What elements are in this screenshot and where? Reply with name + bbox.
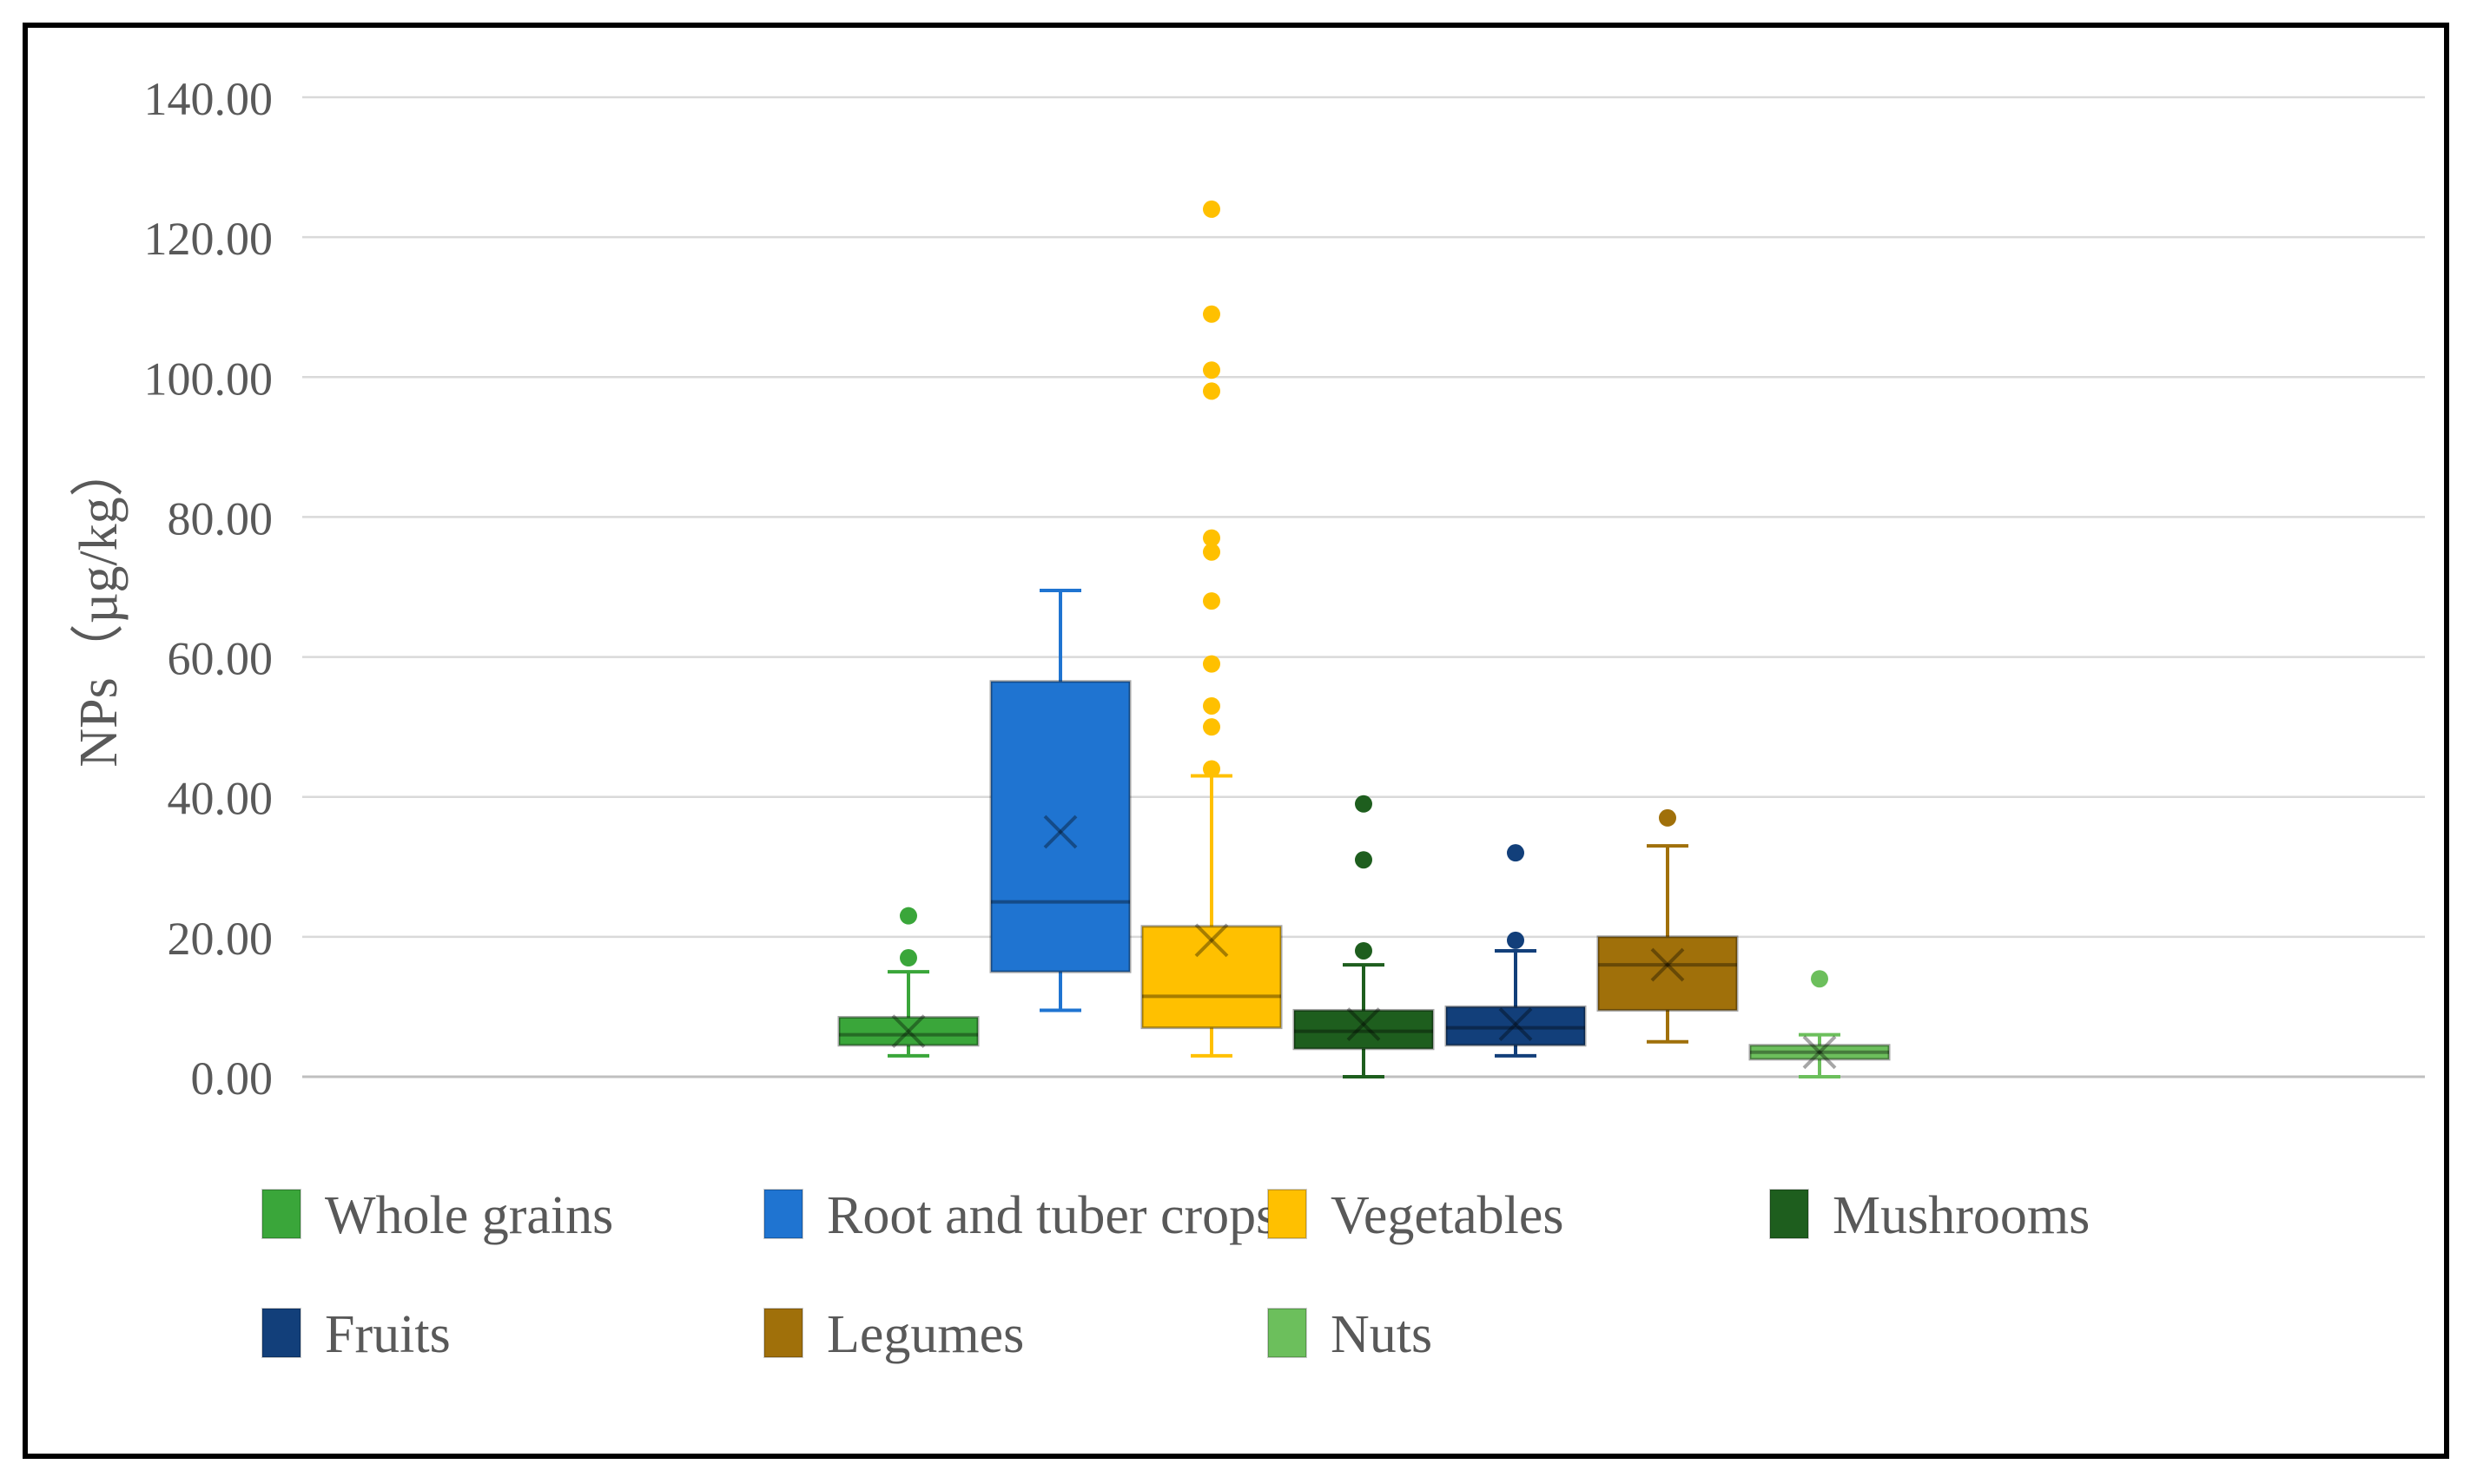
box-nuts	[1748, 970, 1891, 1078]
box-iqr	[989, 680, 1132, 973]
outlier-point	[1203, 382, 1220, 400]
legend-item-legumes: Legumes	[763, 1305, 1024, 1364]
legend-item-mushrooms: Mushrooms	[1769, 1186, 2090, 1245]
y-axis-ticks: 0.00 20.00 40.00 60.00 80.00 100.00 120.00 140.…	[144, 73, 274, 1105]
y-tick-label: 100.00	[144, 353, 274, 405]
box-iqr	[1140, 925, 1283, 1030]
mean-marker-stroke	[1043, 815, 1078, 849]
legend-item-nuts: Nuts	[1267, 1305, 1432, 1364]
legend-swatch	[1769, 1189, 1809, 1239]
legend-swatch	[1267, 1189, 1307, 1239]
mean-marker-stroke	[891, 1014, 926, 1049]
box-whole-grains	[837, 907, 980, 1058]
mean-marker-stroke	[1346, 1007, 1381, 1041]
box-root-and-tuber-crops	[989, 589, 1132, 1012]
outlier-point	[900, 907, 917, 925]
legend-item-fruits: Fruits	[261, 1305, 451, 1364]
box-iqr	[837, 1016, 980, 1047]
mean-marker	[891, 1014, 926, 1049]
legend-label: Root and tuber crops	[827, 1186, 1277, 1245]
outlier-point	[1203, 529, 1220, 547]
mean-marker	[1802, 1035, 1837, 1070]
y-tick-label: 40.00	[168, 773, 274, 825]
y-tick-label: 0.00	[191, 1052, 274, 1105]
legend-swatch	[763, 1189, 803, 1239]
mean-marker-stroke	[1650, 947, 1685, 982]
y-tick-label: 140.00	[144, 73, 274, 125]
mean-marker-stroke	[1043, 815, 1078, 849]
outlier-point	[1203, 200, 1220, 218]
legend-item-whole-grains: Whole grains	[261, 1186, 613, 1245]
outlier-point	[1203, 718, 1220, 736]
y-axis-label: NPs（µg/kg）	[69, 443, 129, 767]
outlier-point	[1203, 760, 1220, 778]
outlier-point	[1507, 844, 1524, 862]
legend-swatch	[261, 1189, 301, 1239]
mean-marker-stroke	[891, 1014, 926, 1049]
gridlines	[302, 96, 2425, 1078]
outlier-point	[1811, 970, 1828, 988]
box-vegetables	[1140, 200, 1283, 1058]
outlier-point	[1203, 696, 1220, 715]
legend: Whole grains Root and tuber crops Vegetabl…	[261, 1186, 2090, 1364]
outlier-point	[1203, 592, 1220, 610]
box-legumes	[1596, 808, 1739, 1044]
outlier-point	[1355, 851, 1372, 869]
box-series	[837, 200, 1891, 1078]
outlier-point	[1203, 305, 1220, 323]
mean-marker-stroke	[1802, 1035, 1837, 1070]
legend-label: Legumes	[827, 1305, 1024, 1364]
mean-marker-stroke	[1194, 923, 1229, 958]
outlier-point	[1659, 808, 1676, 827]
mean-marker-stroke	[1498, 1007, 1533, 1041]
legend-swatch	[763, 1308, 803, 1358]
outlier-point	[1203, 543, 1220, 561]
chart-frame: 0.00 20.00 40.00 60.00 80.00 100.00 120.00 140.…	[23, 23, 2449, 1459]
mean-marker-stroke	[1650, 947, 1685, 982]
mean-marker	[1043, 815, 1078, 849]
mean-marker-stroke	[1802, 1035, 1837, 1070]
outlier-point	[1355, 795, 1372, 813]
mean-marker-stroke	[1498, 1007, 1533, 1041]
legend-swatch	[261, 1308, 301, 1358]
box-iqr	[1748, 1044, 1891, 1061]
y-tick-label: 80.00	[168, 492, 274, 544]
legend-item-vegetables: Vegetables	[1267, 1186, 1564, 1245]
legend-label: Vegetables	[1331, 1186, 1564, 1245]
box-mushrooms	[1292, 795, 1435, 1078]
box-fruits	[1444, 844, 1587, 1058]
outlier-point	[1203, 655, 1220, 673]
mean-marker	[1650, 947, 1685, 982]
outlier-point	[900, 949, 917, 967]
outlier-point	[1203, 361, 1220, 379]
mean-marker-stroke	[1194, 923, 1229, 958]
y-tick-label: 20.00	[168, 913, 274, 965]
legend-label: Mushrooms	[1833, 1186, 2090, 1245]
outlier-point	[1355, 941, 1372, 960]
mean-marker	[1194, 923, 1229, 958]
mean-marker	[1346, 1007, 1381, 1041]
mean-marker	[1498, 1007, 1533, 1041]
legend-swatch	[1267, 1308, 1307, 1358]
mean-marker-stroke	[1346, 1007, 1381, 1041]
box-iqr	[1596, 935, 1739, 1012]
box-iqr	[1444, 1005, 1587, 1047]
boxplot-chart: 0.00 20.00 40.00 60.00 80.00 100.00 120.00 140.…	[69, 73, 2425, 1364]
legend-item-root-and-tuber-crops: Root and tuber crops	[763, 1186, 1277, 1245]
outlier-point	[1507, 931, 1524, 949]
legend-label: Nuts	[1331, 1305, 1432, 1364]
box-iqr	[1292, 1008, 1435, 1051]
y-tick-label: 120.00	[144, 213, 274, 265]
y-tick-label: 60.00	[168, 633, 274, 685]
legend-label: Whole grains	[325, 1186, 613, 1245]
legend-label: Fruits	[325, 1305, 451, 1364]
